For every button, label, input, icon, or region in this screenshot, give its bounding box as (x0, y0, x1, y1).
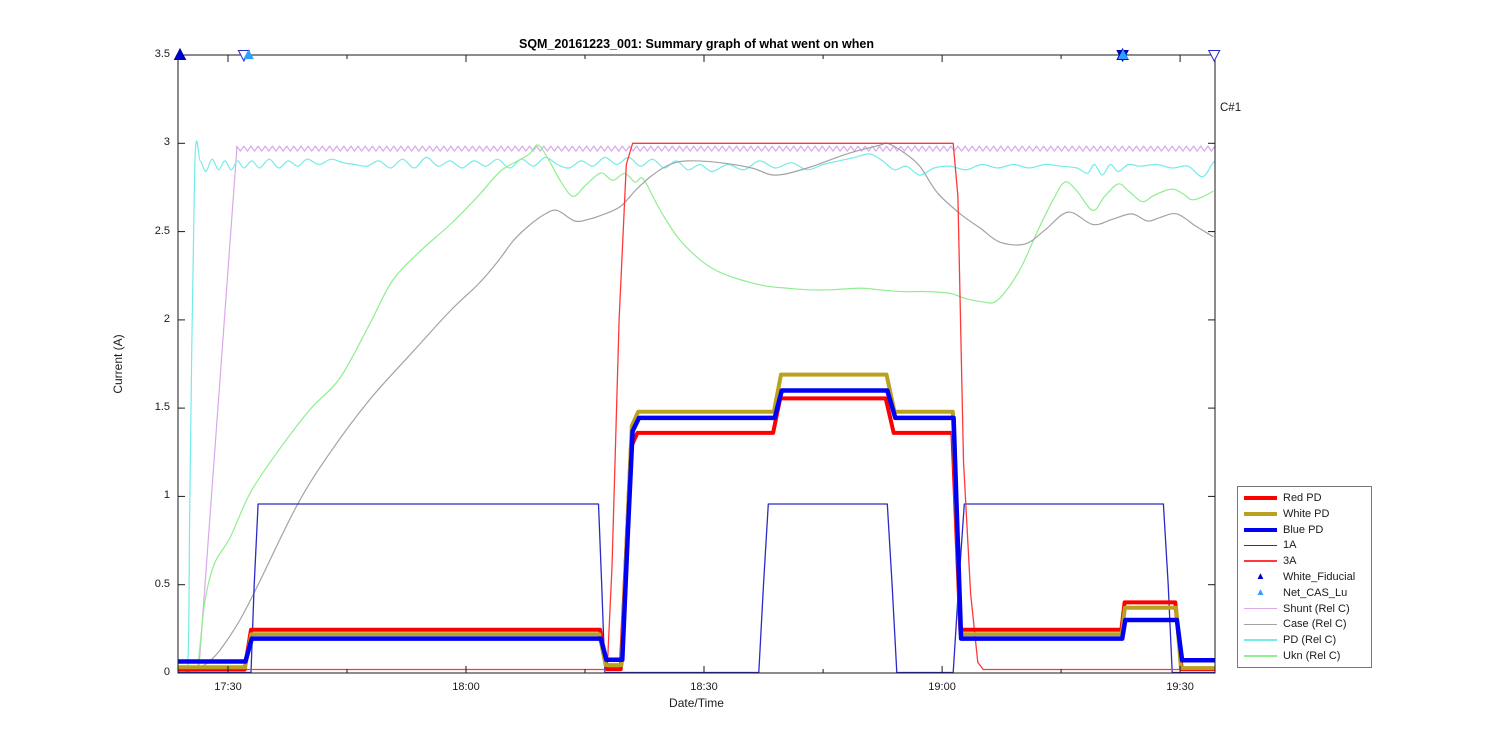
x-tick-label: 18:30 (690, 681, 718, 693)
page-title: SQM_20161223_001: Summary graph of what … (519, 37, 874, 51)
series-pd-rel-c- (178, 140, 1215, 673)
legend-item: ▲ Net_CAS_Lu (1238, 585, 1371, 600)
legend-item: PD (Rel C) (1238, 633, 1371, 648)
series-red-pd (178, 396, 1215, 672)
legend-line-swatch (1244, 495, 1277, 500)
legend-item-label: Shunt (Rel C) (1283, 602, 1350, 615)
x-axis-label: Date/Time (669, 696, 724, 710)
legend-item-label: PD (Rel C) (1283, 634, 1337, 647)
legend-line-swatch (1244, 544, 1277, 547)
legend: Red PD White PD Blue PD 1A 3A ▲ White_Fiducial… (1237, 486, 1372, 668)
x-tick-label: 19:00 (928, 681, 956, 693)
line-sample-icon (1244, 639, 1277, 641)
y-tick-label: 2.5 (154, 224, 170, 237)
legend-item: Ukn (Rel C) (1238, 649, 1371, 664)
y-tick-label: 3.5 (154, 48, 170, 60)
legend-item-label: Blue PD (1283, 523, 1324, 536)
line-sample-icon (1244, 511, 1277, 516)
x-tick-label: 18:00 (452, 681, 480, 693)
annotation-c1: C#1 (1220, 102, 1242, 114)
legend-item: Case (Rel C) (1238, 617, 1371, 632)
legend-line-swatch (1244, 527, 1277, 532)
legend-item: 1A (1238, 538, 1371, 553)
open-down-marker-icon (1207, 50, 1221, 63)
y-tick-label: 3 (163, 136, 170, 149)
legend-item-label: White_Fiducial (1283, 570, 1356, 583)
x-tick-label: 17:30 (214, 681, 242, 693)
legend-triangle-icon: ▲ (1244, 586, 1277, 598)
legend-item: ▲ White_Fiducial (1238, 569, 1371, 584)
axes-frame (177, 54, 1216, 674)
legend-item: Blue PD (1238, 522, 1371, 537)
line-sample-icon (1244, 527, 1277, 532)
series-ukn-rel-c- (178, 144, 1214, 673)
y-tick-label: 1.5 (154, 401, 170, 414)
y-tick-label: 1 (163, 489, 170, 502)
triangle-up-icon: ▲ (1255, 570, 1266, 582)
legend-item: Shunt (Rel C) (1238, 601, 1371, 616)
legend-item-label: 1A (1283, 539, 1297, 552)
legend-line-swatch (1244, 560, 1277, 562)
series-case-rel-c- (178, 142, 1214, 673)
legend-triangle-icon: ▲ (1244, 570, 1277, 582)
y-tick-label: 2 (163, 312, 170, 325)
line-sample-icon (1244, 623, 1277, 626)
net-cas-lu-marker-icon (1117, 49, 1129, 60)
y-tick-label: 0.5 (154, 577, 170, 590)
series-blue-pd (178, 388, 1215, 664)
net-cas-lu-marker-icon (243, 49, 254, 60)
legend-item-label: White PD (1283, 507, 1330, 520)
legend-item-label: 3A (1283, 555, 1297, 568)
line-sample-icon (1244, 495, 1277, 500)
triangle-up-icon: ▲ (1255, 586, 1266, 598)
legend-item: White PD (1238, 506, 1371, 521)
legend-line-swatch (1244, 639, 1277, 641)
line-sample-icon (1244, 607, 1277, 610)
series-3a (178, 142, 1215, 671)
legend-line-swatch (1244, 511, 1277, 516)
y-tick-label: 0 (163, 666, 170, 678)
series-shunt-rel-c- (178, 145, 1215, 673)
legend-item: Red PD (1238, 490, 1371, 505)
series-1a (178, 503, 1215, 673)
legend-item-label: Ukn (Rel C) (1283, 650, 1341, 663)
legend-item-label: Red PD (1283, 491, 1322, 504)
line-sample-icon (1244, 655, 1277, 657)
white-fiducial-up-marker-icon (173, 47, 187, 60)
x-tick-label: 19:30 (1166, 681, 1194, 693)
legend-item-label: Case (Rel C) (1283, 618, 1347, 631)
legend-line-swatch (1244, 623, 1277, 626)
legend-item: 3A (1238, 554, 1371, 569)
legend-item-label: Net_CAS_Lu (1283, 586, 1348, 599)
curves (178, 140, 1215, 673)
fiducial-markers (173, 47, 1221, 63)
legend-line-swatch (1244, 655, 1277, 657)
line-sample-icon (1244, 560, 1277, 562)
line-sample-icon (1244, 544, 1277, 547)
legend-line-swatch (1244, 607, 1277, 610)
